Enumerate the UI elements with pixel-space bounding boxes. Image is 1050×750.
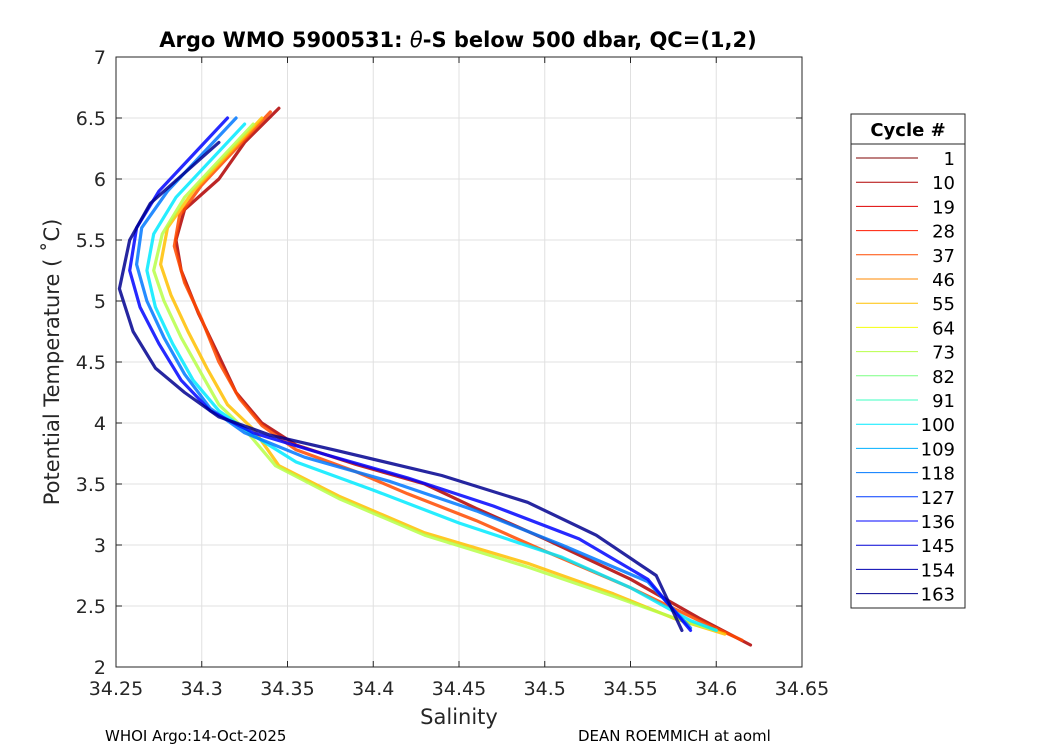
x-tick-label: 34.4 [352, 678, 394, 700]
title-theta-symbol: θ [410, 28, 423, 52]
legend-entry-label: 100 [921, 415, 955, 436]
y-tick-label: 6.5 [76, 108, 106, 130]
x-axis-label: Salinity [420, 705, 498, 729]
legend-entry-label: 145 [921, 536, 955, 557]
legend-entry-label: 46 [932, 270, 955, 291]
footer-left-credit: WHOI Argo:14-Oct-2025 [105, 727, 286, 745]
y-tick-label: 3 [94, 535, 106, 557]
legend-entry-label: 127 [921, 488, 955, 509]
y-tick-label: 4 [94, 413, 106, 435]
plot-area: 34.25 34.3 34.35 34.4 34.45 34.5 34.55 34.6 34.6… [76, 47, 829, 700]
x-tick-label: 34.5 [524, 678, 566, 700]
series-line [152, 122, 718, 632]
legend-entry-label: 91 [932, 391, 955, 412]
x-tick-label: 34.65 [775, 678, 829, 700]
series-line [159, 116, 727, 636]
y-axis-label: Potential Temperature ( ˚C) [40, 219, 64, 506]
legend-entry-label: 1 [944, 149, 955, 170]
series-line [117, 140, 684, 632]
x-tick-label: 34.35 [260, 678, 314, 700]
legend-entry-label: 55 [932, 294, 955, 315]
legend-entry-label: 28 [932, 222, 955, 243]
x-tick-label: 34.55 [603, 678, 657, 700]
legend-entry-label: 109 [921, 439, 955, 460]
series-line [145, 122, 718, 632]
y-tick-label: 2 [94, 657, 106, 679]
x-tick-label: 34.45 [432, 678, 486, 700]
legend-entry-label: 73 [932, 343, 955, 364]
y-tick-label: 2.5 [76, 596, 106, 618]
legend-entries: 1 10 19 28 37 46 55 64 73 82 91 100 109 118 127 136 145 1… [856, 149, 955, 606]
legend-entry-label: 136 [921, 512, 955, 533]
legend: Cycle # 1 10 19 28 37 46 55 64 73 82 91 100 109 118 12… [850, 113, 966, 609]
ticks: 34.25 34.3 34.35 34.4 34.45 34.5 34.55 34.6 34.6… [76, 47, 829, 700]
y-tick-label: 7 [94, 47, 106, 69]
legend-entry-label: 118 [921, 464, 955, 485]
title-suffix: -S below 500 dbar, QC=(1,2) [423, 28, 757, 52]
y-tick-label: 3.5 [76, 474, 106, 496]
x-tick-label: 34.6 [695, 678, 737, 700]
legend-entry-label: 37 [932, 246, 955, 267]
y-tick-label: 6 [94, 169, 106, 191]
footer-right-credit: DEAN ROEMMICH at aoml [578, 727, 771, 745]
legend-box [850, 113, 966, 609]
y-tick-label: 4.5 [76, 352, 106, 374]
series-layer [117, 106, 753, 647]
y-tick-label: 5 [94, 291, 106, 313]
series-line [135, 116, 693, 630]
x-tick-label: 34.3 [181, 678, 223, 700]
legend-entry-label: 64 [932, 318, 955, 339]
legend-title: Cycle # [870, 120, 945, 141]
title-prefix: Argo WMO 5900531: [159, 28, 410, 52]
y-tick-label: 5.5 [76, 230, 106, 252]
x-tick-label: 34.25 [89, 678, 143, 700]
legend-entry-label: 82 [932, 367, 955, 388]
legend-entry-label: 163 [921, 585, 955, 606]
legend-entry-label: 10 [932, 173, 955, 194]
chart-title: Argo WMO 5900531: θ-S below 500 dbar, QC… [159, 28, 756, 52]
legend-entry-label: 19 [932, 197, 955, 218]
legend-entry-label: 154 [921, 560, 955, 581]
